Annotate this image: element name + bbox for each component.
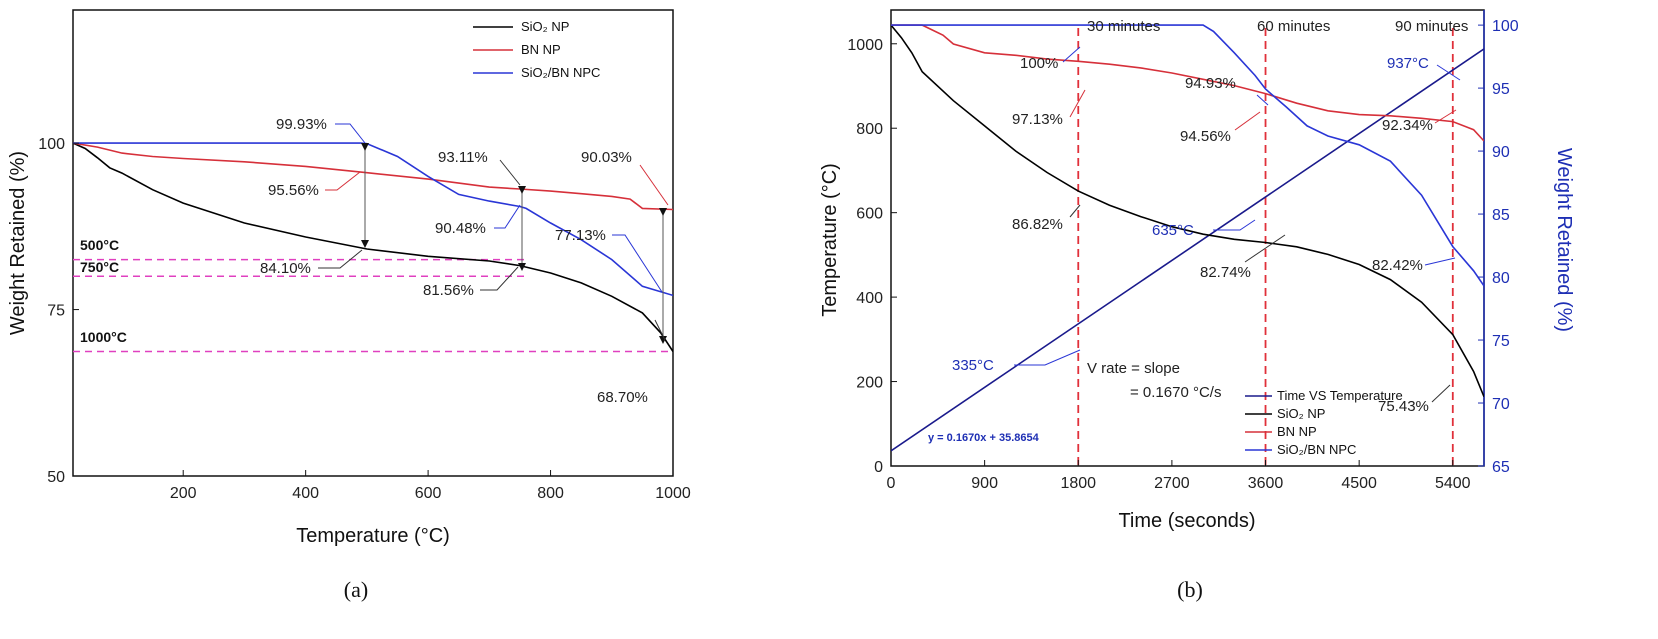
annot-b-97-13: 97.13% xyxy=(1012,111,1063,128)
series-a-line-0 xyxy=(73,142,673,352)
caption-b: (b) xyxy=(1177,577,1203,602)
legend-b-label-tvt: Time VS Temperature xyxy=(1277,388,1403,403)
x-tick-label-b-0: 0 xyxy=(887,475,896,492)
annot-b-82-74: 82.74% xyxy=(1200,264,1251,281)
y-tick-label-b-right-7: 100 xyxy=(1492,18,1519,35)
panel-a: 200 400 600 800 1000 50 75 100 Temperature (°C)… xyxy=(7,9,691,602)
annot-a-90-48: 90.48% xyxy=(435,220,486,237)
fit-equation: y = 0.1670x + 35.8654 xyxy=(928,432,1040,444)
ref-label-500: 500°C xyxy=(80,237,119,253)
panel-a-y-axis-label: Weight Retained (%) xyxy=(7,151,29,335)
annot-b-937c: 937°C xyxy=(1387,55,1429,72)
caption-a: (a) xyxy=(344,577,368,602)
rate-text-1: V rate = slope xyxy=(1087,360,1180,377)
annot-a-68-70: 68.70% xyxy=(597,389,648,406)
y-tick-label-b-left-2: 400 xyxy=(856,290,883,307)
panel-a-ticks: 200 400 600 800 1000 50 75 100 xyxy=(38,136,691,502)
y-tick-label-b-left-1: 200 xyxy=(856,375,883,392)
ref-label-1000: 1000°C xyxy=(80,329,127,345)
panel-a-leaders xyxy=(318,123,669,341)
annot-a-90-03: 90.03% xyxy=(581,149,632,166)
annot-a-99-93: 99.93% xyxy=(276,116,327,133)
y-tick-label-b-right-0: 65 xyxy=(1492,459,1510,476)
marker-label-90: 90 minutes xyxy=(1395,18,1468,35)
x-tick-label-b-4: 3600 xyxy=(1248,475,1284,492)
y-tick-label-b-left-5: 1000 xyxy=(847,37,883,54)
annot-b-75-43: 75.43% xyxy=(1378,398,1429,415)
x-tick-label-b-1: 900 xyxy=(971,475,998,492)
x-tick-label-a-4: 1000 xyxy=(655,485,691,502)
annot-b-82-42: 82.42% xyxy=(1372,257,1423,274)
y-tick-label-b-right-4: 85 xyxy=(1492,207,1510,224)
panel-b-annotations: 100% 97.13% 86.82% 94.93% 94.56% 82.74% … xyxy=(952,55,1433,415)
annot-b-86-82: 86.82% xyxy=(1012,216,1063,233)
y-tick-label-b-left-0: 0 xyxy=(874,459,883,476)
panel-b-time-markers xyxy=(1077,28,1454,466)
annot-b-92-34: 92.34% xyxy=(1382,117,1433,134)
x-tick-label-a-2: 600 xyxy=(415,485,442,502)
y-tick-label-a-0: 50 xyxy=(47,469,65,486)
series-b-line-3 xyxy=(891,24,1484,287)
series-a-line-2 xyxy=(73,142,673,297)
marker-label-60: 60 minutes xyxy=(1257,18,1330,35)
legend-a-label-npc: SiO₂/BN NPC xyxy=(521,65,600,80)
panel-b-leaders xyxy=(1014,46,1461,403)
annot-a-95-56: 95.56% xyxy=(268,182,319,199)
annot-b-100: 100% xyxy=(1020,55,1058,72)
y-tick-label-b-right-6: 95 xyxy=(1492,81,1510,98)
legend-a-label-bn: BN NP xyxy=(521,42,561,57)
y-tick-label-a-1: 75 xyxy=(47,303,65,320)
marker-label-30: 30 minutes xyxy=(1087,18,1160,35)
x-tick-label-b-2: 1800 xyxy=(1060,475,1096,492)
panel-a-legend: SiO₂ NP BN NP SiO₂/BN NPC xyxy=(473,19,600,80)
panel-b-series xyxy=(891,24,1484,452)
panel-b-x-axis-label: Time (seconds) xyxy=(1118,510,1255,532)
panel-b-ticks: 0 900 1800 2700 3600 4500 5400 0 200 400 600 800 100… xyxy=(847,18,1518,492)
annot-a-81-56: 81.56% xyxy=(423,282,474,299)
y-tick-label-a-2: 100 xyxy=(38,136,65,153)
y-tick-label-b-right-5: 90 xyxy=(1492,144,1510,161)
panel-b-legend: Time VS Temperature SiO₂ NP BN NP SiO₂/B… xyxy=(1245,388,1403,457)
y-tick-label-b-right-2: 75 xyxy=(1492,333,1510,350)
series-b-line-1 xyxy=(891,24,1484,398)
y-tick-label-b-left-3: 600 xyxy=(856,206,883,223)
annot-b-635c: 635°C xyxy=(1152,222,1194,239)
annot-a-93-11: 93.11% xyxy=(438,149,488,166)
x-tick-label-b-5: 4500 xyxy=(1341,475,1377,492)
legend-b-label-sio2: SiO₂ NP xyxy=(1277,406,1325,421)
x-tick-label-b-3: 2700 xyxy=(1154,475,1190,492)
series-b-line-2 xyxy=(891,24,1484,142)
panel-b-y-axis-label-left: Temperature (°C) xyxy=(819,163,841,317)
panel-a-reference-lines xyxy=(73,258,673,353)
panel-b-y-axis-label-right: Weight Retained (%) xyxy=(1553,148,1575,332)
y-tick-label-b-left-4: 800 xyxy=(856,121,883,138)
annot-a-84-10: 84.10% xyxy=(260,260,311,277)
y-tick-label-b-right-1: 70 xyxy=(1492,396,1510,413)
annot-b-94-93: 94.93% xyxy=(1185,75,1236,92)
legend-b-label-bn: BN NP xyxy=(1277,424,1317,439)
x-tick-label-a-0: 200 xyxy=(170,485,197,502)
x-tick-label-a-3: 800 xyxy=(537,485,564,502)
annot-b-94-56: 94.56% xyxy=(1180,128,1231,145)
x-tick-label-a-1: 400 xyxy=(292,485,319,502)
panel-b: 0 900 1800 2700 3600 4500 5400 0 200 400 600 800 100… xyxy=(819,9,1575,602)
panel-a-plot-frame xyxy=(72,9,674,477)
series-a-line-1 xyxy=(73,142,673,211)
panel-a-annotations: 99.93% 95.56% 84.10% 93.11% 90.48% 81.56… xyxy=(260,116,648,406)
legend-b-label-npc: SiO₂/BN NPC xyxy=(1277,442,1356,457)
panel-a-series xyxy=(73,142,673,352)
ref-label-750: 750°C xyxy=(80,259,119,275)
rate-text-2: = 0.1670 °C/s xyxy=(1130,384,1221,401)
panel-a-x-axis-label: Temperature (°C) xyxy=(296,525,450,547)
y-tick-label-b-right-3: 80 xyxy=(1492,270,1510,287)
annot-a-77-13: 77.13% xyxy=(555,227,606,244)
annot-b-335c: 335°C xyxy=(952,357,994,374)
legend-a-label-sio2: SiO₂ NP xyxy=(521,19,569,34)
x-tick-label-b-6: 5400 xyxy=(1435,475,1471,492)
